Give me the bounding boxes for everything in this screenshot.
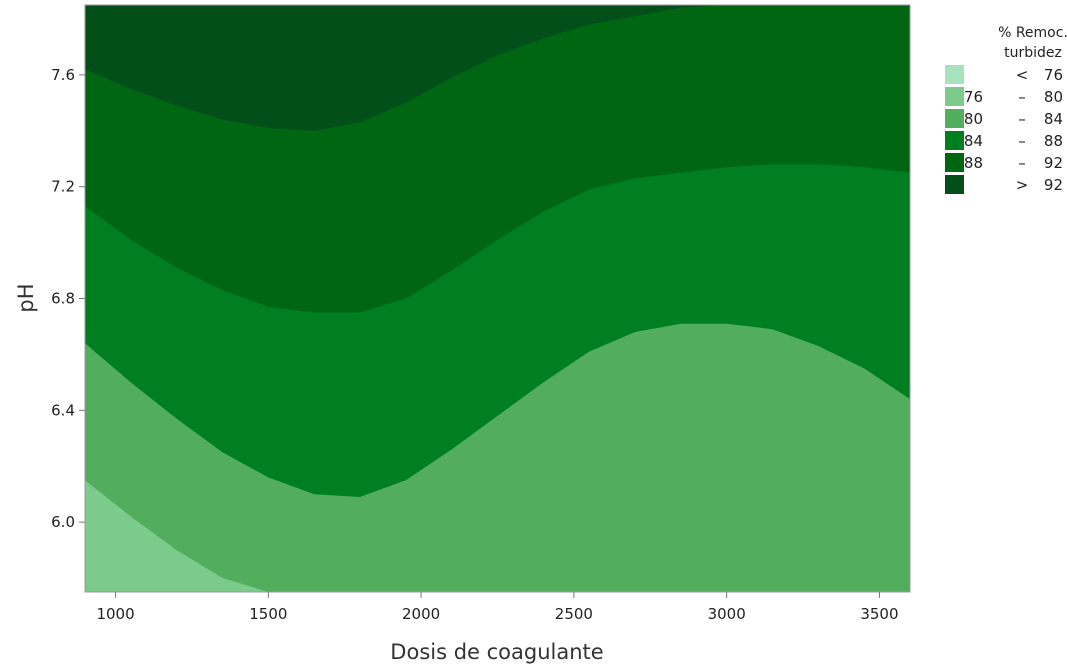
- x-axis-label: Dosis de coagulante: [390, 640, 603, 664]
- legend-swatch: [945, 65, 964, 84]
- legend-range-high: 80: [1044, 88, 1063, 106]
- x-axis: 1000 1500 2000 2500 3000 3500: [96, 592, 899, 623]
- x-tick-label: 2500: [555, 605, 593, 623]
- y-tick-label: 7.2: [51, 178, 75, 196]
- legend: % Remoc. turbidez <7676–8080–8484–8888–9…: [945, 25, 1067, 194]
- y-tick-label: 6.8: [51, 290, 75, 308]
- legend-range-low: 84: [964, 132, 983, 150]
- legend-range-separator: –: [1018, 132, 1026, 150]
- y-tick-label: 7.6: [51, 66, 75, 84]
- legend-range-separator: >: [1016, 176, 1029, 194]
- legend-range-low: 80: [964, 110, 983, 128]
- legend-range-high: 76: [1044, 66, 1063, 84]
- legend-swatch: [945, 109, 964, 128]
- legend-range-low: 76: [964, 88, 983, 106]
- plot-area: [85, 5, 910, 592]
- legend-range-separator: –: [1018, 154, 1026, 172]
- x-tick-label: 3000: [708, 605, 746, 623]
- y-axis: 6.0 6.4 6.8 7.2 7.6: [51, 66, 85, 531]
- legend-range-high: 84: [1044, 110, 1063, 128]
- x-tick-label: 1000: [96, 605, 134, 623]
- x-tick-label: 2000: [402, 605, 440, 623]
- y-axis-label: pH: [14, 283, 38, 312]
- legend-range-high: 88: [1044, 132, 1063, 150]
- legend-swatch: [945, 153, 964, 172]
- contour-band-above-92: [85, 5, 727, 131]
- x-tick-label: 1500: [249, 605, 287, 623]
- legend-title-line-2: turbidez: [1004, 45, 1062, 61]
- legend-range-low: 88: [964, 154, 983, 172]
- legend-swatch: [945, 131, 964, 150]
- legend-range-separator: <: [1016, 66, 1029, 84]
- legend-range-high: 92: [1044, 176, 1063, 194]
- legend-range-high: 92: [1044, 154, 1063, 172]
- y-tick-label: 6.4: [51, 401, 75, 419]
- x-tick-label: 3500: [860, 605, 898, 623]
- legend-swatch: [945, 87, 964, 106]
- legend-title-line-1: % Remoc.: [998, 25, 1067, 41]
- legend-range-separator: –: [1018, 88, 1026, 106]
- y-tick-label: 6.0: [51, 513, 75, 531]
- legend-range-separator: –: [1018, 110, 1026, 128]
- legend-swatch: [945, 175, 964, 194]
